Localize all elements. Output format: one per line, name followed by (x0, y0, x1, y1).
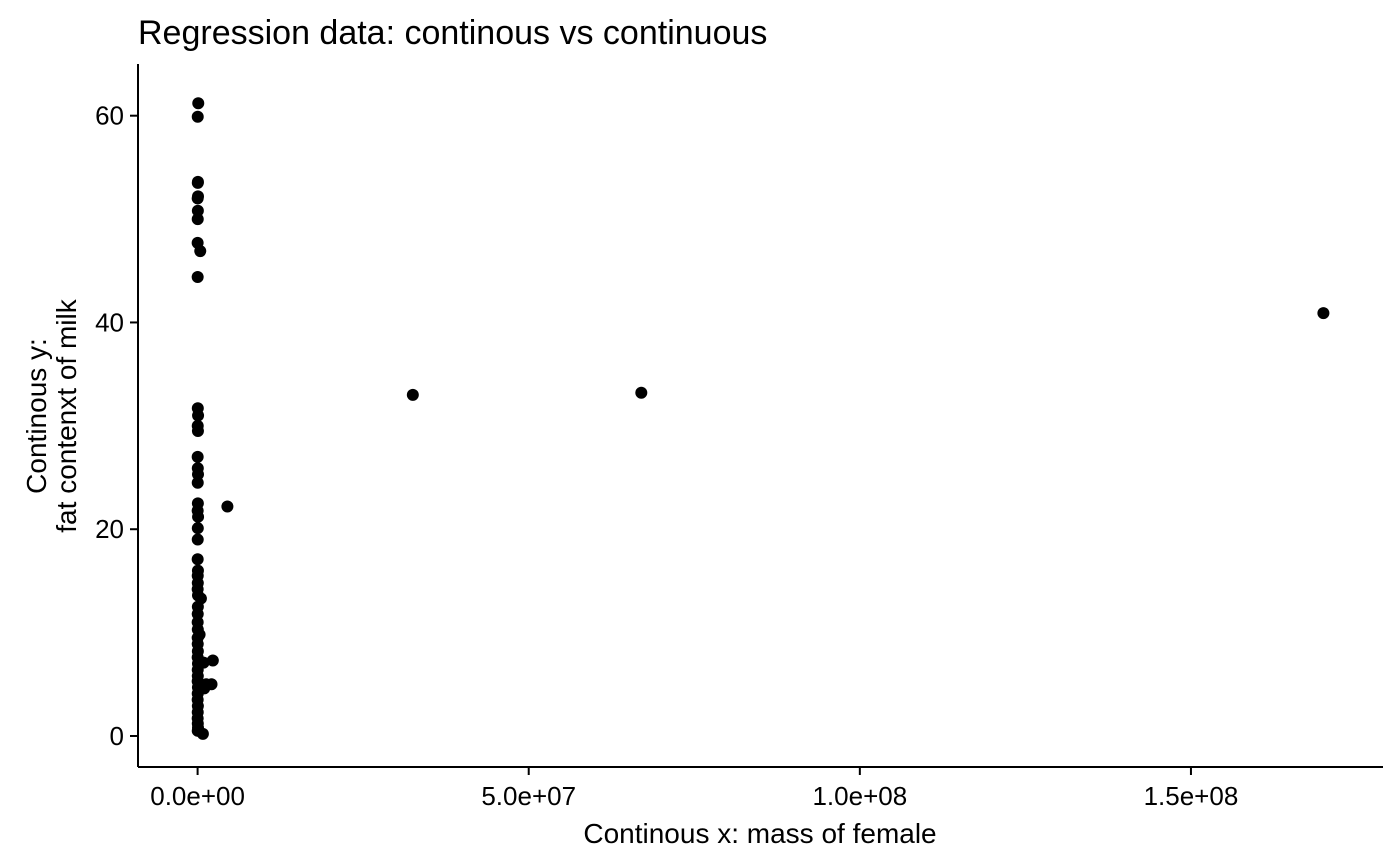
data-point (191, 204, 204, 217)
data-point (1317, 307, 1330, 320)
y-axis-label-line-1: Continous y: (21, 338, 52, 494)
y-tick-label: 60 (95, 101, 124, 131)
data-point (191, 192, 204, 205)
data-point (197, 656, 210, 669)
y-tick-label: 0 (110, 721, 124, 751)
data-points (191, 97, 1330, 740)
data-point (191, 533, 204, 546)
data-point (192, 510, 205, 523)
data-point (192, 409, 205, 422)
data-point (206, 654, 219, 667)
data-point (191, 553, 204, 566)
y-tick-label: 40 (95, 307, 124, 337)
y-tick-label: 20 (95, 514, 124, 544)
data-point (191, 450, 204, 463)
data-point (191, 522, 204, 535)
data-point (191, 213, 204, 226)
data-point (635, 386, 648, 399)
data-point (406, 388, 419, 401)
data-point (191, 425, 204, 438)
data-point (221, 500, 234, 513)
x-tick-label: 1.5e+08 (1144, 781, 1239, 811)
data-point (191, 270, 204, 283)
data-point (205, 678, 218, 691)
x-tick-label: 0.0e+00 (150, 781, 245, 811)
data-point (191, 607, 204, 620)
data-point (194, 245, 207, 258)
chart-title: Regression data: continous vs continuous (138, 14, 767, 52)
data-point (192, 97, 205, 110)
x-tick-label: 1.0e+08 (812, 781, 907, 811)
data-point (191, 176, 204, 189)
x-tick-label: 5.0e+07 (481, 781, 576, 811)
y-axis-label-line-2: fat contenxt of milk (51, 298, 82, 532)
data-point (191, 476, 204, 489)
data-point (191, 110, 204, 123)
x-ticks: 0.0e+00 5.0e+07 1.0e+08 1.5e+08 (150, 767, 1238, 811)
data-point (194, 592, 207, 605)
y-ticks: 0 20 40 60 (95, 101, 138, 751)
x-axis-label: Continous x: mass of female (583, 818, 936, 849)
y-axis-label: Continous y: fat contenxt of milk (21, 298, 82, 532)
data-point (196, 727, 209, 740)
